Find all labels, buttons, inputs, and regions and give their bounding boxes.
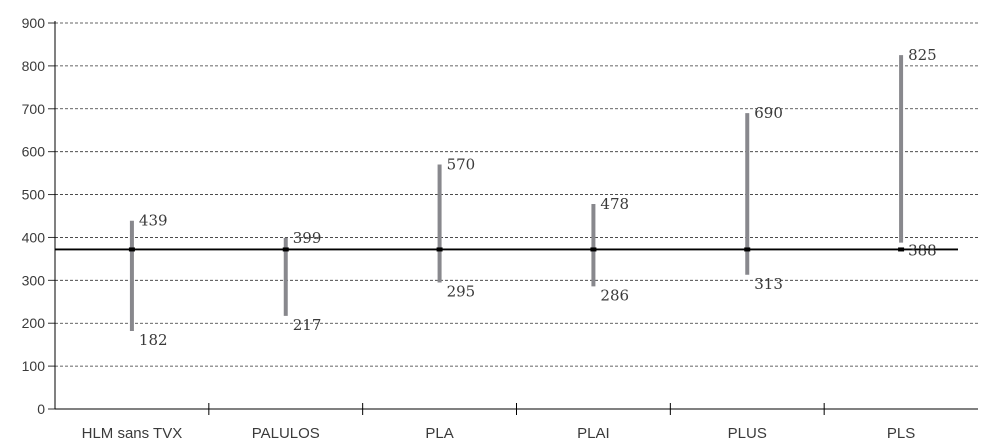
y-tick-label: 800 (22, 58, 46, 74)
x-category-label: PLAI (577, 425, 610, 442)
y-tick-label: 400 (22, 229, 46, 245)
high-value-label: 439 (139, 212, 168, 230)
gridlines (55, 22, 978, 367)
high-value-label: 825 (908, 46, 937, 64)
y-tick-label: 100 (22, 358, 46, 374)
range-bars (129, 55, 904, 331)
low-value-label: 295 (447, 282, 476, 300)
x-category-label: HLM sans TVX (82, 425, 183, 442)
y-tick-label: 0 (37, 401, 45, 417)
high-value-label: 570 (447, 156, 476, 174)
y-tick-label: 700 (22, 101, 46, 117)
data-labels: 439 182 399 217 570 295 478 286 690 313 825 388 (139, 46, 937, 349)
low-value-label: 182 (139, 331, 168, 349)
high-value-label: 399 (293, 229, 322, 247)
x-category-label: PLA (425, 425, 453, 442)
x-category-label: PLUS (728, 425, 767, 442)
low-value-label: 313 (754, 275, 783, 293)
y-tick-label: 200 (22, 315, 46, 331)
low-value-label: 388 (908, 241, 937, 259)
y-tick-label: 500 (22, 187, 46, 203)
high-value-label: 478 (600, 195, 629, 213)
y-tick-label: 300 (22, 272, 46, 288)
x-category-label: PALULOS (252, 425, 320, 442)
y-tick-label: 600 (22, 144, 46, 160)
low-value-label: 217 (293, 316, 322, 334)
low-value-label: 286 (600, 286, 629, 304)
y-axis-ticks: 0 100 200 300 400 500 600 700 800 900 (22, 15, 55, 417)
high-value-label: 690 (754, 104, 783, 122)
y-tick-label: 900 (22, 15, 46, 31)
x-category-label: PLS (887, 425, 915, 442)
axes: HLM sans TVX PALULOS PLA PLAI PLUS PLS (54, 21, 978, 442)
